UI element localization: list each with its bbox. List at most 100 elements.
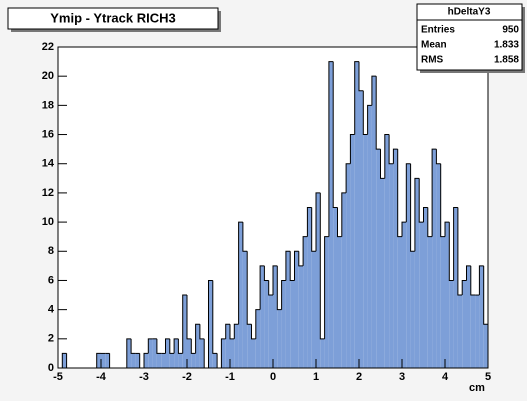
bar <box>418 178 424 368</box>
bar-fill <box>255 309 261 368</box>
bar-fill <box>225 324 230 368</box>
bar-fill <box>475 295 480 368</box>
x-tick-label: 1 <box>313 371 319 383</box>
bar-fill <box>260 265 265 368</box>
bar <box>405 163 411 368</box>
bar-outline <box>405 163 411 223</box>
stats-value: 950 <box>502 25 519 36</box>
bar <box>475 294 480 368</box>
bar <box>294 250 299 368</box>
bar-outline <box>435 149 441 165</box>
bar-fill <box>371 76 377 368</box>
x-tick-label: 3 <box>399 371 405 383</box>
bar-outline <box>444 221 450 237</box>
bar-fill <box>483 324 488 368</box>
bar-outline <box>208 279 213 368</box>
bar <box>397 149 402 368</box>
bar-fill <box>457 295 463 368</box>
bar-fill <box>242 251 248 368</box>
bar <box>332 61 338 368</box>
bar-fill <box>354 61 359 368</box>
bar-outline <box>397 149 402 238</box>
bar-outline <box>332 61 338 208</box>
bar-fill <box>333 207 338 368</box>
bar-fill <box>178 353 183 368</box>
bar-outline <box>358 61 364 92</box>
bar-outline <box>440 163 445 238</box>
bar-outline <box>259 265 265 310</box>
bar <box>101 352 106 368</box>
x-tick-label: -2 <box>182 371 192 383</box>
bar-fill <box>440 236 445 368</box>
bar <box>161 352 166 368</box>
y-tick-label: 14 <box>42 158 55 170</box>
bar-outline <box>423 207 428 223</box>
bar <box>401 221 407 368</box>
bar-outline <box>96 352 101 368</box>
bar-fill <box>156 353 162 368</box>
bar <box>461 279 467 368</box>
bar <box>371 75 377 368</box>
bar-fill <box>406 163 411 368</box>
bar <box>358 61 364 368</box>
bar <box>225 323 230 368</box>
stats-label: Entries <box>421 25 455 36</box>
y-tick-label: 2 <box>48 333 54 345</box>
bar-fill <box>397 236 402 368</box>
bar <box>431 148 437 368</box>
bar <box>362 90 368 368</box>
bar <box>177 338 183 368</box>
bar <box>440 163 445 368</box>
y-tick-label: 22 <box>42 41 54 53</box>
stats-value: 1.833 <box>494 40 519 51</box>
bar-fill <box>182 295 187 368</box>
bar-fill <box>195 324 200 368</box>
bar <box>276 265 282 368</box>
bar-fill <box>96 353 101 368</box>
bar-fill <box>191 353 196 368</box>
y-tick-label: 16 <box>42 128 54 140</box>
bar-fill <box>427 236 433 368</box>
bar <box>281 279 286 368</box>
bar-fill <box>221 338 226 368</box>
bar-fill <box>303 236 308 368</box>
bar <box>448 222 454 368</box>
bar-outline <box>251 324 256 340</box>
bar-outline <box>414 177 420 252</box>
y-tick-label: 4 <box>48 304 55 316</box>
bar-outline <box>427 207 433 238</box>
bar <box>126 338 132 368</box>
bar <box>96 352 101 368</box>
x-tick-label: -3 <box>139 371 149 383</box>
y-tick-label: 18 <box>42 99 54 111</box>
bar-outline <box>392 148 398 164</box>
bar <box>345 163 351 368</box>
bar <box>298 251 304 368</box>
bar <box>242 222 248 368</box>
bar-outline <box>384 134 390 179</box>
bar-fill <box>131 353 136 368</box>
bar <box>229 324 235 368</box>
bar-outline <box>186 295 192 340</box>
x-tick-label: -5 <box>53 371 63 383</box>
x-axis-label: cm <box>469 382 485 394</box>
bar-fill <box>346 163 351 368</box>
bar-outline <box>362 90 368 136</box>
y-tick-label: 20 <box>42 70 54 82</box>
bar-fill <box>328 61 334 368</box>
bar <box>337 207 342 368</box>
bar-fill <box>294 251 299 368</box>
bar-outline <box>410 163 415 252</box>
bar-outline <box>418 178 424 223</box>
bar-fill <box>307 207 312 368</box>
bar-outline <box>242 222 248 252</box>
bar-fill <box>436 163 441 368</box>
x-tick-label: 4 <box>442 371 449 383</box>
bar-fill <box>148 338 153 368</box>
bar <box>384 134 390 368</box>
bar-outline <box>126 338 132 368</box>
bar-fill <box>359 90 364 368</box>
bar <box>483 265 489 368</box>
bar-outline <box>453 207 458 281</box>
bar-outline <box>371 75 377 106</box>
